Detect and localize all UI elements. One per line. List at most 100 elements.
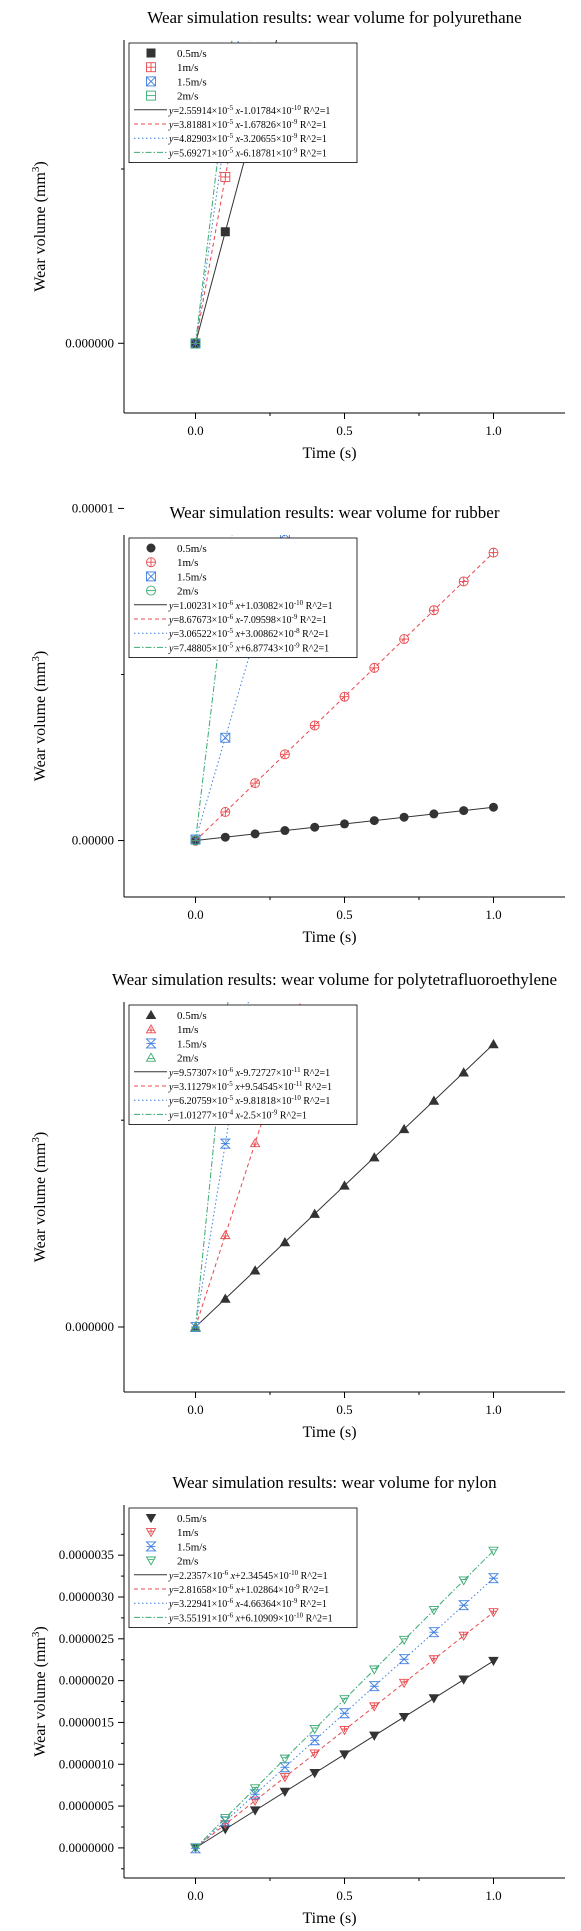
data-point bbox=[249, 1796, 261, 1806]
y-axis-label: Wear volume (mm3) bbox=[30, 1132, 49, 1262]
legend-label: 1.5m/s bbox=[177, 1038, 207, 1050]
x-axis-label: Time (s) bbox=[302, 1424, 356, 1441]
fit-line bbox=[195, 1002, 302, 1328]
legend-label: 1m/s bbox=[177, 557, 198, 569]
legend-fit-equation: y=1.01277×10-4 x-2.5×10-9 R^2=1 bbox=[168, 1108, 307, 1121]
legend-marker bbox=[145, 1038, 157, 1049]
y-tick-label: 0.0000005 bbox=[59, 1798, 114, 1813]
data-point bbox=[249, 1806, 261, 1816]
legend-label: 1.5m/s bbox=[177, 571, 207, 583]
data-point bbox=[250, 778, 261, 789]
legend-fit-equation: y=5.69271×10-5 x-6.18781×10-9 R^2=1 bbox=[168, 146, 327, 159]
data-point bbox=[190, 338, 201, 349]
series-0.5m/s bbox=[191, 802, 498, 846]
data-point bbox=[369, 1731, 380, 1741]
data-point bbox=[310, 960, 319, 963]
legend-label: 1m/s bbox=[177, 1024, 198, 1036]
chart-title: Wear simulation results: wear volume for… bbox=[169, 503, 499, 522]
data-point bbox=[398, 1654, 410, 1665]
legend-fit-equation: y=3.06522×10-5 x+3.00862×10-8 R^2=1 bbox=[168, 627, 329, 640]
data-point bbox=[428, 1095, 440, 1105]
x-tick-label: 0.0 bbox=[187, 1402, 203, 1417]
data-point bbox=[428, 1694, 440, 1704]
chart-4: Wear simulation results: wear volume for… bbox=[30, 1473, 565, 1927]
data-point bbox=[428, 1627, 440, 1638]
x-tick-label: 0.5 bbox=[336, 1888, 352, 1903]
data-point bbox=[458, 1600, 470, 1611]
data-point bbox=[429, 809, 439, 819]
data-point bbox=[339, 1725, 350, 1736]
x-tick-label: 1.0 bbox=[485, 1402, 501, 1417]
data-point bbox=[220, 227, 230, 237]
x-tick-label: 0.5 bbox=[336, 423, 352, 438]
x-axis-label: Time (s) bbox=[302, 445, 356, 462]
data-point bbox=[488, 802, 498, 812]
y-tick-label: 0.0000010 bbox=[59, 1756, 114, 1771]
data-point bbox=[279, 1787, 291, 1797]
legend-fit-equation: y=3.81881×10-5 x-1.67826×10-9 R^2=1 bbox=[168, 118, 327, 131]
legend-marker bbox=[145, 1513, 157, 1524]
y-tick-label: 0.000008 bbox=[65, 0, 114, 2]
data-point bbox=[220, 1825, 231, 1835]
data-point bbox=[428, 1655, 440, 1665]
legend-label: 1m/s bbox=[177, 1527, 198, 1539]
legend-fit-equation: y=4.82903×10-5 x-3.20655×10-9 R^2=1 bbox=[168, 132, 327, 145]
legend-marker bbox=[145, 1556, 157, 1566]
x-tick-label: 0.5 bbox=[336, 907, 352, 922]
data-point bbox=[309, 1749, 320, 1759]
legend-fit-equation: y=2.81658×10-6 x+1.02864×10-9 R^2=1 bbox=[168, 1583, 329, 1596]
data-point bbox=[249, 1784, 261, 1794]
data-point bbox=[190, 835, 201, 846]
data-point bbox=[488, 1038, 499, 1049]
series-0.5m/s bbox=[190, 1656, 499, 1854]
legend-label: 2m/s bbox=[177, 1053, 198, 1065]
legend-marker bbox=[145, 1052, 157, 1062]
data-point bbox=[190, 1321, 201, 1332]
data-point bbox=[339, 1750, 350, 1760]
x-tick-label: 0.0 bbox=[187, 907, 203, 922]
y-axis-label: Wear volume (mm3) bbox=[30, 651, 49, 781]
x-tick-label: 1.0 bbox=[485, 907, 501, 922]
data-point bbox=[428, 605, 439, 616]
legend: 0.5m/s 1m/s 1.5m/s 2m/sy=1.00231×10-6 x+1.0… bbox=[128, 537, 358, 658]
data-point bbox=[488, 1546, 499, 1556]
plot-area bbox=[189, 1546, 500, 1854]
legend: 0.5m/s 1m/s 1.5m/s 2m/sy=2.2357×10-6 x+2.34… bbox=[128, 1507, 358, 1628]
data-point bbox=[339, 691, 350, 702]
data-point bbox=[309, 1735, 321, 1746]
legend-marker bbox=[146, 571, 156, 582]
data-point bbox=[398, 1635, 410, 1646]
data-point bbox=[309, 720, 320, 731]
data-point bbox=[428, 1606, 440, 1616]
data-point bbox=[309, 1208, 320, 1218]
data-point bbox=[458, 576, 469, 587]
data-point bbox=[219, 1138, 231, 1149]
data-point bbox=[309, 1769, 320, 1779]
series-1.5m/s bbox=[189, 1573, 500, 1854]
legend-marker bbox=[146, 90, 156, 101]
legend-fit-equation: y=8.67673×10-6 x-7.09598×10-9 R^2=1 bbox=[168, 613, 327, 626]
chart-2: Wear simulation results: wear volume for… bbox=[30, 500, 565, 946]
series-1m/s bbox=[190, 547, 499, 846]
y-tick-label: 0.00000 bbox=[72, 833, 114, 848]
legend-label: 1.5m/s bbox=[177, 1541, 207, 1553]
data-point bbox=[190, 1843, 201, 1854]
series-2m/s bbox=[190, 1546, 499, 1854]
data-point bbox=[339, 1180, 350, 1190]
fit-line bbox=[195, 535, 286, 840]
legend-label: 2m/s bbox=[177, 586, 198, 598]
data-point bbox=[369, 1702, 380, 1712]
plot-area bbox=[189, 960, 499, 1332]
legend-fit-equation: y=3.22941×10-6 x-4.66364×10-9 R^2=1 bbox=[168, 1597, 327, 1610]
legend-box bbox=[128, 42, 358, 163]
y-axis-label: Wear volume (mm3) bbox=[30, 161, 49, 291]
data-point bbox=[220, 1293, 231, 1303]
chart-title: Wear simulation results: wear volume for… bbox=[172, 1473, 497, 1492]
fit-line bbox=[195, 552, 494, 842]
data-point bbox=[280, 826, 290, 836]
chart-title: Wear simulation results: wear volume for… bbox=[112, 970, 557, 989]
data-point bbox=[338, 1708, 351, 1719]
x-axis-label: Time (s) bbox=[302, 1910, 356, 1927]
legend-fit-equation: y=7.48805×10-5 x+6.87743×10-9 R^2=1 bbox=[168, 641, 329, 654]
legend-marker bbox=[145, 1528, 157, 1538]
